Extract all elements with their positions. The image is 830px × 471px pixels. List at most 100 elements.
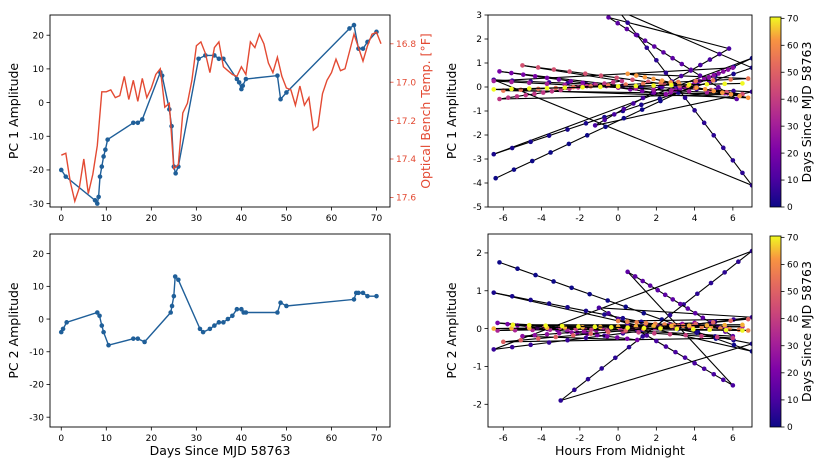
y-tick-label: 3 bbox=[476, 11, 482, 21]
data-point bbox=[529, 158, 535, 164]
colorbar-tick-label: 10 bbox=[787, 396, 799, 406]
data-point bbox=[523, 92, 529, 98]
data-point bbox=[657, 96, 663, 101]
data-point bbox=[568, 78, 574, 84]
data-point bbox=[602, 117, 607, 123]
data-point bbox=[587, 291, 592, 297]
secondary-y-tick-label: 17.4 bbox=[396, 155, 416, 165]
colorbar-tick-label: 10 bbox=[787, 176, 799, 186]
data-point bbox=[575, 330, 580, 335]
data-point bbox=[351, 22, 357, 28]
data-point bbox=[621, 106, 627, 112]
data-point bbox=[225, 316, 231, 322]
data-point bbox=[616, 8, 621, 13]
data-point bbox=[140, 117, 145, 122]
data-point bbox=[374, 293, 379, 299]
x-tick-label: 40 bbox=[236, 214, 248, 224]
data-point bbox=[278, 96, 283, 102]
data-point bbox=[740, 328, 745, 333]
data-point bbox=[540, 90, 546, 95]
data-point bbox=[558, 398, 563, 403]
data-point bbox=[644, 45, 650, 51]
x-tick-label: 4 bbox=[692, 434, 698, 444]
data-point bbox=[598, 73, 604, 78]
data-point bbox=[582, 71, 588, 76]
data-point bbox=[570, 333, 576, 338]
x-tick-label: -4 bbox=[537, 434, 546, 444]
data-point bbox=[284, 90, 289, 95]
x-tick-label: 2 bbox=[653, 214, 659, 224]
data-point bbox=[704, 81, 710, 87]
data-point bbox=[749, 349, 752, 354]
data-point bbox=[710, 320, 716, 325]
data-point bbox=[347, 26, 352, 31]
data-point bbox=[740, 170, 745, 176]
data-point bbox=[699, 333, 704, 339]
x-tick-label: 0 bbox=[58, 214, 64, 224]
data-point bbox=[196, 56, 201, 62]
data-point bbox=[685, 306, 691, 311]
data-point bbox=[626, 344, 632, 350]
data-point bbox=[520, 63, 525, 68]
data-point bbox=[565, 127, 570, 132]
x-tick-label: -6 bbox=[499, 434, 508, 444]
data-point bbox=[663, 70, 669, 76]
data-point bbox=[528, 342, 533, 348]
data-point bbox=[558, 87, 563, 93]
data-point bbox=[602, 81, 607, 86]
data-point bbox=[351, 297, 357, 302]
data-point bbox=[708, 280, 714, 286]
data-point bbox=[639, 88, 645, 94]
data-point bbox=[526, 86, 532, 91]
data-point bbox=[509, 79, 514, 85]
data-point bbox=[572, 387, 577, 393]
data-point bbox=[678, 73, 684, 79]
x-tick-label: 70 bbox=[371, 214, 383, 224]
data-point bbox=[720, 90, 725, 95]
x-tick-label: 50 bbox=[281, 434, 293, 444]
x-tick-label: 6 bbox=[730, 434, 736, 444]
series-line bbox=[60, 23, 378, 206]
x-tick-label: 10 bbox=[101, 434, 113, 444]
data-point bbox=[491, 151, 497, 157]
data-point bbox=[667, 312, 673, 318]
colorbar-label: Days Since MJD 58763 bbox=[799, 261, 814, 402]
data-point bbox=[711, 88, 717, 94]
data-point bbox=[595, 332, 600, 338]
connector-line bbox=[493, 57, 752, 155]
data-point bbox=[749, 183, 752, 188]
x-tick-label: 0 bbox=[615, 434, 621, 444]
colorbar-tick-label: 30 bbox=[787, 122, 799, 132]
data-point bbox=[688, 67, 694, 73]
data-point bbox=[101, 329, 106, 335]
x-tick-label: 60 bbox=[326, 434, 338, 444]
data-point bbox=[605, 298, 611, 303]
data-point bbox=[532, 91, 537, 97]
data-point bbox=[509, 145, 515, 151]
colorbar-tick-label: 20 bbox=[787, 149, 799, 159]
data-point bbox=[701, 120, 707, 126]
data-point bbox=[239, 306, 244, 312]
y-tick-label: -20 bbox=[29, 166, 44, 176]
connector-line bbox=[493, 250, 752, 350]
data-point bbox=[615, 324, 621, 330]
data-point bbox=[692, 108, 697, 113]
data-point bbox=[624, 336, 630, 342]
data-point bbox=[549, 88, 555, 94]
data-point bbox=[580, 324, 585, 330]
data-point bbox=[356, 290, 361, 296]
data-point bbox=[731, 342, 737, 348]
y-tick-label: 20 bbox=[33, 250, 45, 260]
data-point bbox=[670, 297, 676, 302]
data-point bbox=[509, 344, 515, 350]
data-point bbox=[526, 322, 532, 328]
data-point bbox=[721, 69, 726, 74]
secondary-y-tick-label: 17.2 bbox=[396, 117, 416, 127]
data-point bbox=[546, 340, 552, 345]
data-point bbox=[493, 175, 498, 181]
data-point bbox=[614, 335, 620, 340]
data-point bbox=[658, 326, 663, 331]
data-point bbox=[749, 248, 752, 254]
x-tick-label: 4 bbox=[692, 214, 698, 224]
data-point bbox=[623, 304, 629, 310]
